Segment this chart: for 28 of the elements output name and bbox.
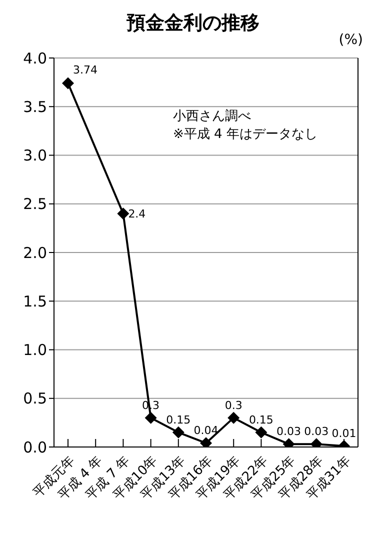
data-label: 0.3: [224, 398, 242, 412]
y-tick-label: 4.0: [23, 49, 47, 68]
y-tick-label: 2.0: [23, 244, 47, 262]
y-tick-label: 3.5: [23, 98, 47, 116]
annotation: ※平成 4 年はデータなし: [173, 126, 318, 144]
data-label: 2.4: [128, 208, 146, 221]
point: [228, 412, 240, 424]
y-tick-label: 0.0: [23, 438, 47, 456]
y-axis-title: (%): [338, 32, 363, 48]
y-tick-label: 1.5: [23, 292, 47, 310]
point: [62, 77, 74, 90]
data-label: 0.15: [166, 413, 191, 426]
point: [144, 412, 157, 424]
data-label: 0.01: [332, 427, 356, 440]
data-label: 0.03: [304, 425, 329, 438]
data-label: 3.74: [73, 63, 98, 76]
data-label: 0.15: [248, 413, 274, 426]
point: [255, 426, 268, 438]
point: [117, 208, 130, 220]
data-label: 0.04: [194, 424, 218, 438]
y-tick-label: 3.0: [23, 146, 47, 165]
annotation: 小西さん調べ: [173, 108, 252, 126]
y-tick-label: 0.5: [23, 390, 47, 408]
y-tick-label: 1.0: [23, 341, 47, 360]
y-tick-label: 2.5: [23, 195, 47, 214]
point: [172, 426, 184, 438]
data-label: 0.03: [276, 425, 302, 438]
chart-title: 預金金利の推移: [126, 11, 260, 36]
